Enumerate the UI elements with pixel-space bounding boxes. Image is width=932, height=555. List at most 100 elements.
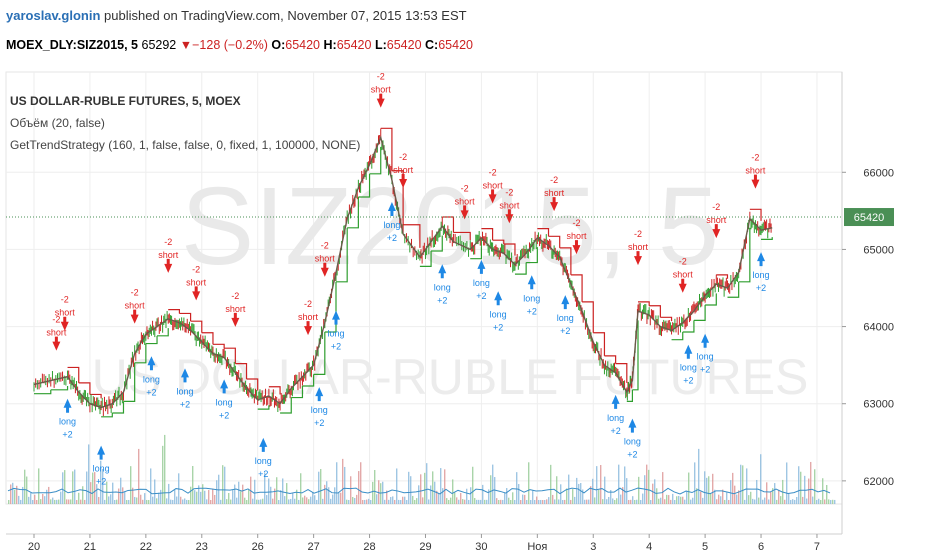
volume-bar: [240, 491, 242, 504]
volume-bar: [310, 496, 312, 504]
open-value: 65420: [285, 38, 321, 52]
volume-bar: [816, 499, 818, 504]
volume-bar: [818, 498, 820, 504]
volume-bar: [618, 464, 620, 504]
trend-step: [419, 250, 432, 267]
x-tick-label: 20: [28, 541, 40, 550]
short-arrow-icon: [231, 312, 240, 327]
open-label: O:: [271, 38, 286, 52]
volume-bar: [406, 499, 408, 504]
volume-bar: [744, 499, 746, 504]
volume-bar: [768, 499, 770, 504]
signal-qty: +2: [96, 477, 106, 487]
signal-qty: +2: [560, 326, 570, 336]
volume-bar: [222, 465, 224, 504]
volume-bar: [664, 499, 666, 504]
legend-strategy[interactable]: GetTrendStrategy (160, 1, false, false, …: [10, 138, 361, 152]
signal-label: long: [680, 363, 697, 373]
volume-bar: [658, 498, 660, 504]
volume-bar: [198, 485, 200, 504]
volume-bar: [814, 469, 816, 504]
author-link[interactable]: yaroslav.glonin: [6, 8, 101, 23]
symbol-name[interactable]: MOEX_DLY:SIZ2015, 5: [6, 38, 139, 52]
trend-step: [705, 293, 717, 306]
volume-bar: [450, 497, 452, 504]
volume-bar: [192, 465, 194, 504]
signal-label: short: [298, 312, 319, 322]
x-tick-label: 22: [140, 541, 152, 550]
volume-bar: [518, 484, 520, 504]
volume-bar: [356, 494, 358, 504]
volume-bar: [774, 483, 776, 504]
volume-bar: [426, 463, 428, 504]
short-arrow-icon: [488, 189, 497, 204]
volume-bar: [828, 499, 830, 504]
x-tick-label: 30: [475, 541, 487, 550]
price-chart[interactable]: SIZ2015, 5US DOLLAR-RUBLE FUTURES-2short…: [0, 64, 932, 553]
volume-bar: [204, 490, 206, 504]
x-tick-label: 6: [758, 541, 764, 550]
trend-step: [369, 146, 382, 175]
volume-bar: [446, 498, 448, 504]
volume-bar: [510, 499, 512, 504]
signal-label: short: [745, 166, 766, 176]
signal-label: long: [624, 437, 641, 447]
signal-label: long: [176, 386, 193, 396]
volume-bar: [324, 484, 326, 504]
trend-step: [431, 235, 443, 252]
volume-bar: [606, 499, 608, 504]
volume-bar: [130, 466, 132, 504]
volume-bar: [110, 494, 112, 504]
volume-bar: [582, 489, 584, 504]
volume-bar: [834, 499, 836, 504]
chart-panel[interactable]: SIZ2015, 5 US DOLLAR-RUBLE FUTURES -2 short…: [0, 64, 932, 553]
volume-bar: [542, 499, 544, 504]
signal-qty: -2: [461, 183, 469, 193]
volume-bar: [610, 490, 612, 504]
volume-bar: [86, 471, 88, 504]
volume-bar: [118, 488, 120, 504]
trend-step: [391, 170, 404, 225]
trend-step: [548, 235, 561, 248]
trend-step: [632, 320, 639, 391]
volume-bar: [124, 491, 126, 504]
volume-bar: [176, 496, 178, 504]
short-arrow-icon: [751, 174, 760, 189]
trend-step: [570, 274, 583, 302]
trend-step: [235, 363, 248, 380]
long-arrow-icon: [494, 291, 503, 306]
signal-qty: +2: [146, 387, 156, 397]
volume-bar: [418, 485, 420, 504]
trend-step: [615, 363, 628, 383]
volume-bar: [186, 499, 188, 504]
volume-bar: [408, 471, 410, 504]
legend-volume[interactable]: Объём (20, false): [10, 116, 105, 130]
volume-bar: [792, 499, 794, 504]
signal-qty: +2: [331, 342, 341, 352]
volume-bar: [56, 499, 58, 504]
volume-bar: [802, 496, 804, 504]
volume-bar: [74, 469, 76, 504]
volume-bar: [234, 484, 236, 504]
volume-bar: [526, 499, 528, 504]
long-arrow-icon: [97, 445, 106, 460]
volume-bar: [564, 499, 566, 504]
long-arrow-icon: [438, 264, 447, 279]
volume-bar: [390, 497, 392, 504]
volume-bar: [796, 497, 798, 504]
signal-label: short: [455, 196, 476, 206]
short-arrow-icon: [678, 278, 687, 293]
volume-bar: [304, 495, 306, 504]
down-arrow-icon: ▼: [179, 38, 193, 52]
volume-bar: [78, 492, 80, 504]
volume-bar: [616, 498, 618, 504]
volume-bar: [444, 469, 446, 504]
volume-bar: [598, 489, 600, 504]
trend-step: [168, 309, 181, 314]
volume-bar: [634, 499, 636, 504]
signal-label: short: [225, 304, 246, 314]
signal-qty: -2: [321, 241, 329, 251]
signal-qty: +2: [62, 430, 72, 440]
volume-bar: [492, 464, 494, 504]
long-arrow-icon: [561, 295, 570, 310]
